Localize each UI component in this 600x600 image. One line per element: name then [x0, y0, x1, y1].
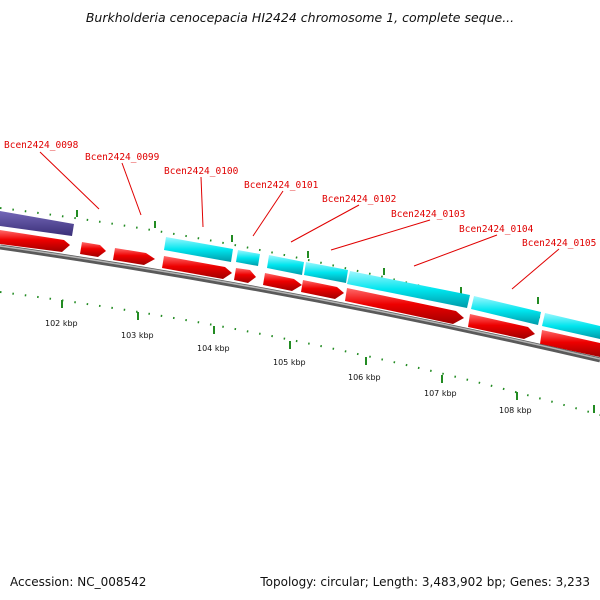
scale-label: 103 kbp — [121, 331, 154, 340]
outer-major-ticks — [76, 210, 539, 304]
gene-label[interactable]: Bcen2424_0100 — [164, 166, 239, 177]
forward-features — [0, 211, 600, 339]
gene-0100-forward — [164, 237, 233, 262]
gene-0100-reverse — [162, 256, 232, 279]
gene-0101-reverse — [234, 268, 256, 283]
gene-labels: Bcen2424_0098 Bcen2424_0099 Bcen2424_010… — [4, 140, 596, 249]
rna-feature-purple — [0, 211, 74, 236]
gene-0103a-reverse — [301, 280, 344, 299]
scale-label: 106 kbp — [348, 373, 381, 382]
sequence-backbone-highlight — [0, 245, 600, 360]
gene-label[interactable]: Bcen2424_0104 — [459, 224, 534, 235]
gene-0098-reverse — [0, 230, 70, 252]
scale-label: 105 kbp — [273, 358, 306, 367]
gene-0099b-reverse — [113, 248, 155, 265]
gene-0105-reverse — [540, 330, 600, 357]
scale-label: 108 kbp — [499, 406, 532, 415]
gene-0101-forward — [236, 250, 260, 266]
map-title: Burkholderia cenocepacia HI2424 chromoso… — [85, 10, 515, 25]
scale-label: 104 kbp — [197, 344, 230, 353]
gene-label[interactable]: Bcen2424_0099 — [85, 152, 160, 163]
gene-0105-forward — [542, 313, 600, 339]
gene-label[interactable]: Bcen2424_0098 — [4, 140, 79, 151]
gene-0102-reverse — [263, 273, 302, 291]
gene-0102-forward — [267, 255, 304, 275]
gene-label[interactable]: Bcen2424_0103 — [391, 209, 465, 220]
gene-0099a-reverse — [80, 242, 106, 257]
inner-major-ticks — [61, 300, 595, 413]
scale-label: 102 kbp — [45, 319, 78, 328]
sequence-backbone — [0, 244, 600, 363]
reverse-features — [0, 230, 600, 357]
gene-0104-forward — [471, 296, 541, 325]
label-leaders — [39, 151, 560, 290]
gene-label[interactable]: Bcen2424_0105 — [522, 238, 596, 249]
accession-text: Accession: NC_008542 — [10, 575, 147, 589]
scale-label: 107 kbp — [424, 389, 457, 398]
gene-label[interactable]: Bcen2424_0101 — [244, 180, 319, 191]
gene-0103b-reverse — [345, 288, 464, 324]
genome-summary-text: Topology: circular; Length: 3,483,902 bp… — [260, 575, 590, 589]
gene-0103b-forward — [347, 271, 470, 308]
gene-label[interactable]: Bcen2424_0102 — [322, 194, 396, 205]
gene-0103a-forward — [304, 262, 348, 283]
gene-0104-reverse — [468, 314, 535, 339]
scale-labels: 102 kbp 103 kbp 104 kbp 105 kbp 106 kbp … — [45, 319, 532, 415]
